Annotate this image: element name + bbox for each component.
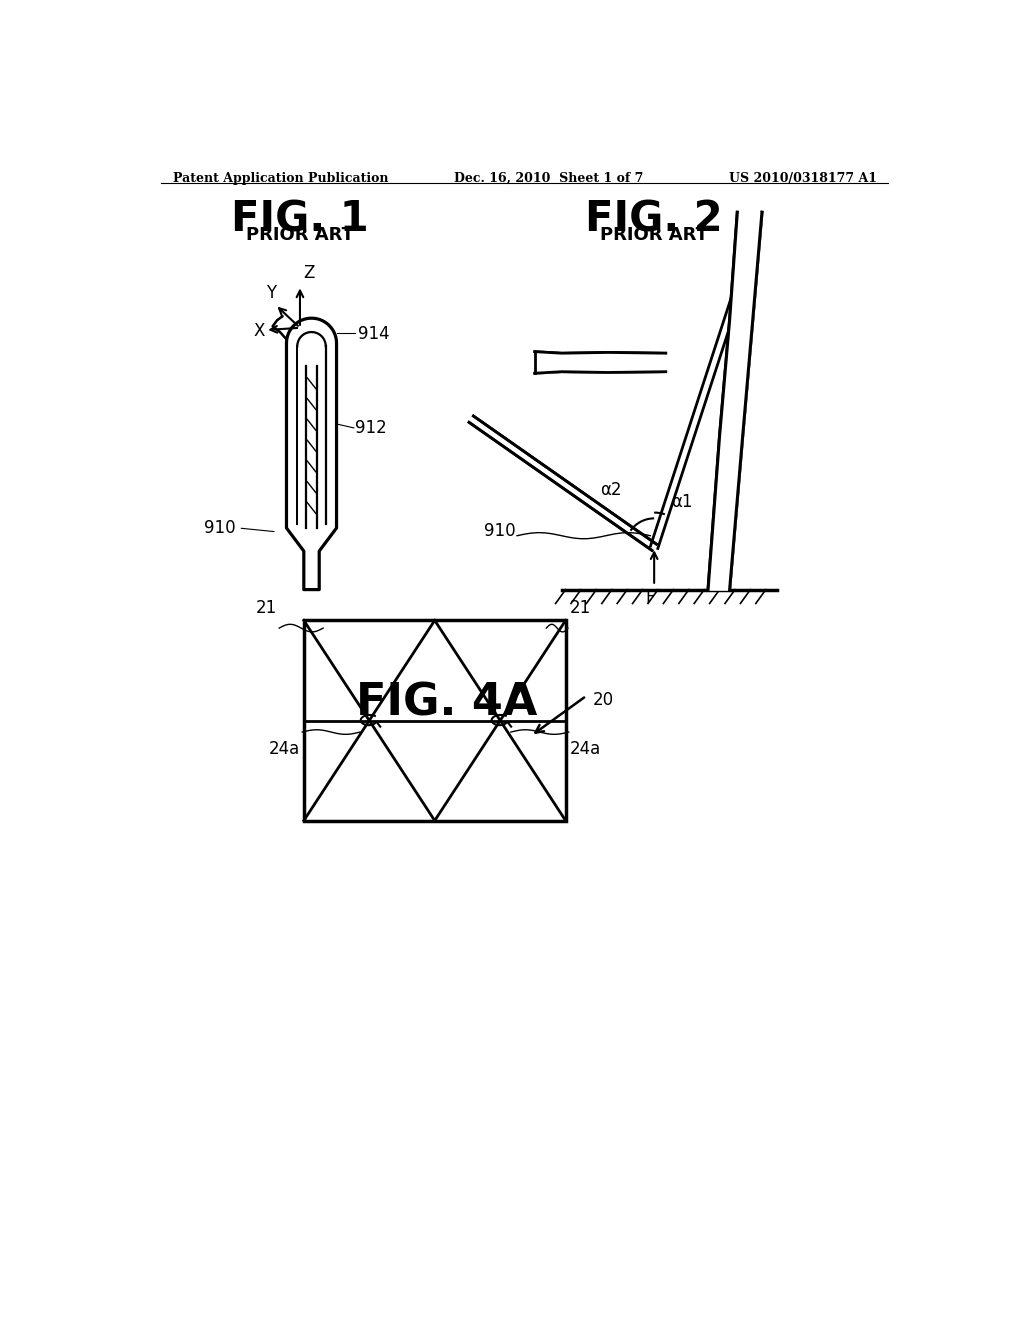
Text: 21: 21	[569, 598, 591, 616]
Text: Z: Z	[303, 264, 314, 281]
Text: PRIOR ART: PRIOR ART	[600, 226, 709, 244]
Text: 910: 910	[484, 521, 515, 540]
Text: 914: 914	[357, 325, 389, 343]
Text: FIG. 4A: FIG. 4A	[355, 682, 537, 725]
Text: PRIOR ART: PRIOR ART	[246, 226, 354, 244]
Text: α1: α1	[671, 494, 692, 511]
Bar	[304, 620, 565, 821]
Text: Dec. 16, 2010  Sheet 1 of 7: Dec. 16, 2010 Sheet 1 of 7	[454, 173, 643, 185]
Text: 910: 910	[204, 519, 236, 537]
Text: Y: Y	[266, 284, 276, 302]
Text: 912: 912	[355, 418, 387, 437]
Text: FIG. 2: FIG. 2	[586, 198, 723, 240]
Text: X: X	[254, 322, 265, 339]
Text: 20: 20	[593, 692, 613, 709]
Text: 24a: 24a	[569, 739, 601, 758]
Text: α2: α2	[600, 480, 622, 499]
Text: FIG. 1: FIG. 1	[231, 198, 369, 240]
Text: 21: 21	[256, 598, 276, 616]
Text: 24a: 24a	[268, 739, 300, 758]
Text: Patent Application Publication: Patent Application Publication	[173, 173, 388, 185]
Text: US 2010/0318177 A1: US 2010/0318177 A1	[729, 173, 878, 185]
Text: F: F	[645, 590, 654, 607]
